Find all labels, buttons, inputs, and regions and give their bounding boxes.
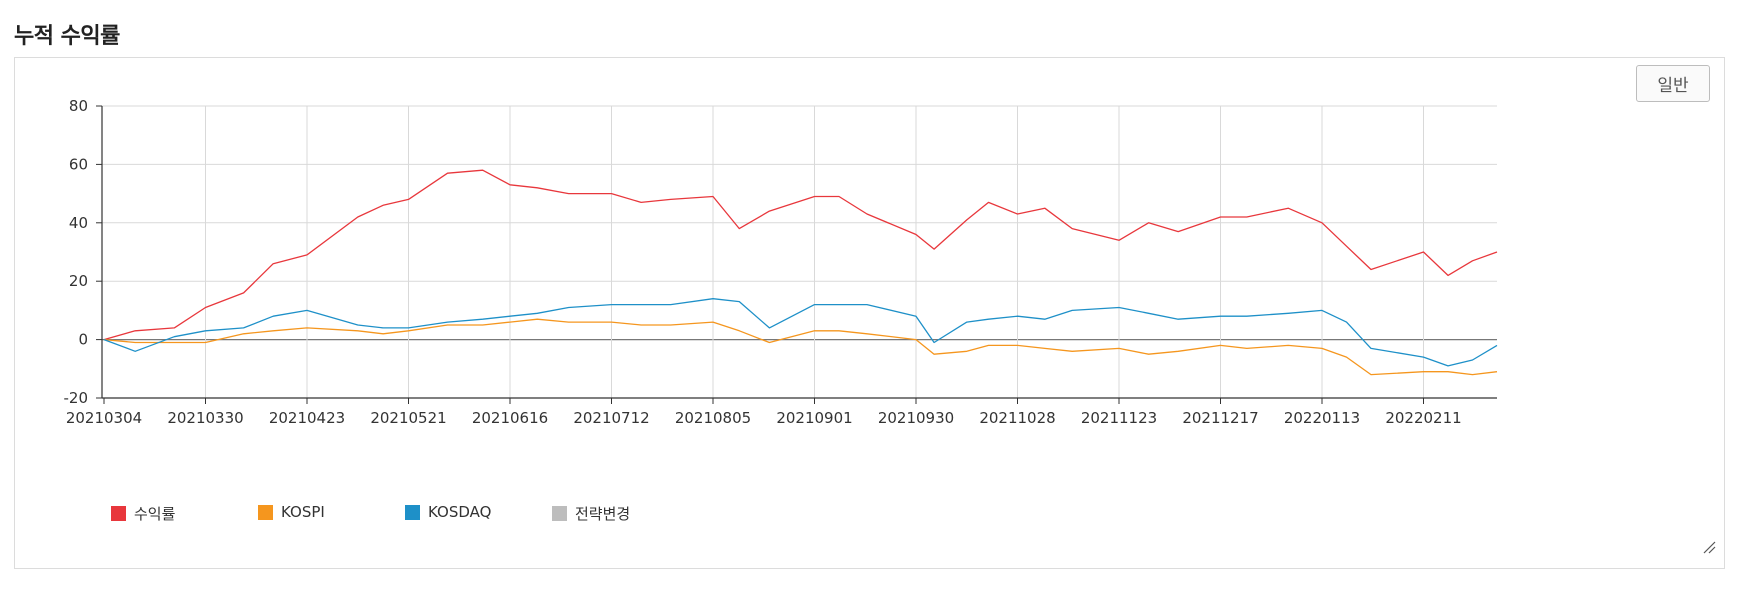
y-tick-label: 60 — [69, 155, 88, 173]
y-tick-label: -20 — [64, 389, 89, 407]
x-tick-label: 20210521 — [370, 409, 446, 427]
x-tick-label: 20211217 — [1182, 409, 1258, 427]
x-tick-label: 20210712 — [573, 409, 649, 427]
cumulative-return-chart: -20 0 20 40 60 80 20210304 20210330 20210423 2021… — [64, 97, 1498, 427]
legend-label-strategy-change: 전략변경 — [575, 505, 631, 523]
x-tick-label: 20210423 — [269, 409, 345, 427]
legend-label-return: 수익률 — [134, 505, 176, 523]
chart-axes — [96, 105, 1497, 404]
chart-panel: 일반 -20 0 20 40 60 80 20210304 20210330 20210423 2… — [14, 57, 1725, 569]
resize-handle-icon[interactable] — [1702, 540, 1716, 554]
x-tick-label: 20210901 — [776, 409, 852, 427]
legend-item-return[interactable]: 수익률 — [111, 503, 175, 524]
page-title: 누적 수익률 — [14, 24, 120, 49]
y-tick-label: 20 — [69, 272, 88, 290]
x-tick-label: 20210616 — [472, 409, 548, 427]
legend-swatch-strategy-change — [552, 506, 567, 521]
x-tick-label: 20210304 — [66, 409, 142, 427]
chart-mode-button[interactable]: 일반 — [1636, 65, 1710, 102]
legend-swatch-kospi — [258, 504, 273, 520]
y-tick-label: 0 — [78, 331, 88, 349]
legend-swatch-return — [111, 506, 126, 521]
x-tick-label: 20210805 — [675, 409, 751, 427]
series-line-kosdaq — [103, 298, 1498, 367]
legend-item-kospi[interactable]: KOSPI — [258, 503, 325, 521]
x-tick-label: 20211028 — [979, 409, 1055, 427]
x-tick-label: 20210330 — [167, 409, 243, 427]
x-tick-label: 20220211 — [1385, 409, 1461, 427]
y-tick-label: 80 — [69, 97, 88, 115]
chart-tick-labels: -20 0 20 40 60 80 20210304 20210330 20210423 2021… — [64, 97, 1462, 427]
legend-label-kospi: KOSPI — [281, 503, 325, 521]
chart-series — [103, 169, 1498, 376]
x-tick-label: 20211123 — [1081, 409, 1157, 427]
x-tick-label: 20210930 — [878, 409, 954, 427]
series-line-kospi — [103, 318, 1498, 376]
legend-item-strategy-change[interactable]: 전략변경 — [552, 503, 630, 524]
legend-swatch-kosdaq — [405, 504, 420, 520]
series-line-return — [103, 169, 1498, 341]
y-tick-label: 40 — [69, 214, 88, 232]
legend-item-kosdaq[interactable]: KOSDAQ — [405, 503, 491, 521]
x-tick-label: 20220113 — [1284, 409, 1360, 427]
legend-label-kosdaq: KOSDAQ — [428, 503, 492, 521]
